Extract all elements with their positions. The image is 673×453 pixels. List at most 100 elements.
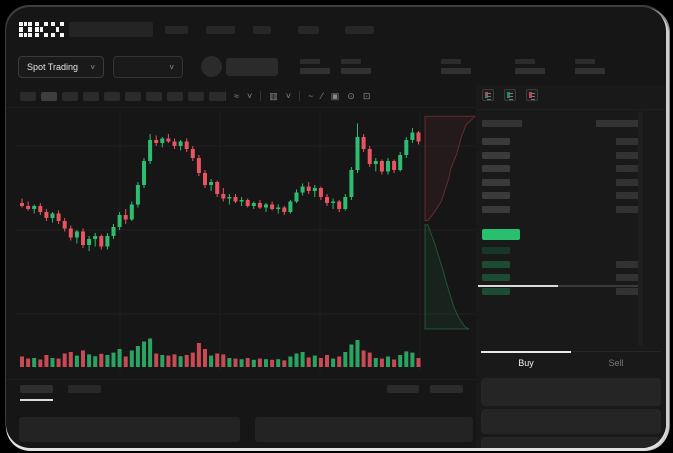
amount-bar	[596, 120, 640, 127]
amount-bar	[616, 165, 640, 172]
logo-letter-x	[51, 22, 64, 37]
logo-letter-k	[35, 22, 48, 37]
search-bar-placeholder[interactable]	[69, 22, 153, 37]
price-bar	[482, 287, 510, 295]
candlestick-chart[interactable]	[16, 107, 478, 379]
last-price-highlight	[482, 229, 520, 240]
pair-dropdown[interactable]: ˅	[113, 56, 183, 78]
okx-logo	[19, 22, 65, 37]
buy-ratio-segment	[478, 285, 558, 287]
timeframe-button[interactable]	[20, 92, 36, 101]
price-bar	[482, 178, 510, 186]
amount-bar	[616, 151, 640, 159]
price-bar	[482, 165, 510, 172]
order-history-panel	[255, 417, 473, 442]
book-combined-icon[interactable]	[482, 89, 494, 101]
total-input[interactable]	[481, 437, 661, 448]
orderbook-row[interactable]	[482, 151, 640, 160]
amount-bar	[616, 260, 640, 268]
amount-input[interactable]	[481, 409, 661, 434]
spot-trading-dropdown[interactable]: Spot Trading ˅	[18, 56, 104, 78]
bottom-tab-active[interactable]	[20, 385, 53, 393]
divider	[476, 109, 666, 110]
orderbook-row[interactable]	[482, 247, 640, 255]
bottom-tab[interactable]	[68, 385, 101, 393]
amount-bar	[616, 192, 640, 199]
chart-style-icon[interactable]: ≈	[234, 91, 239, 101]
divider	[6, 107, 476, 108]
timeframe-button[interactable]	[62, 92, 78, 101]
orderbook-row[interactable]	[482, 138, 640, 146]
orderbook-row[interactable]	[482, 260, 640, 269]
price-bar	[482, 205, 510, 213]
orderbook-row[interactable]	[482, 192, 640, 200]
timeframe-button[interactable]	[125, 92, 141, 101]
tab-sell[interactable]: Sell	[608, 358, 624, 368]
toolbar-separator	[225, 91, 226, 101]
nav-item[interactable]	[298, 26, 319, 34]
screenshot-camera-icon[interactable]: ▣	[330, 91, 340, 101]
depth-area	[424, 115, 477, 221]
timeframe-button[interactable]	[104, 92, 120, 101]
chevron-down-icon: ˅	[90, 62, 95, 72]
market-stat	[515, 59, 549, 77]
chart-settings-icon[interactable]: ⊙	[347, 91, 355, 101]
indicators-icon[interactable]: ~	[308, 91, 314, 101]
timeframe-button[interactable]	[209, 92, 225, 101]
candle-interval-icon[interactable]: ▥	[269, 91, 278, 101]
coin-avatar	[201, 56, 222, 77]
spot-trading-label: Spot Trading	[27, 62, 79, 72]
market-stat	[441, 59, 475, 77]
market-stat	[341, 59, 375, 77]
amount-bar	[616, 287, 640, 295]
amount-bar	[616, 138, 640, 145]
amount-bar	[616, 274, 640, 281]
timeframe-button[interactable]	[188, 92, 204, 101]
chevron-down-icon: ˅	[169, 62, 174, 72]
market-stat	[300, 59, 334, 77]
timeframe-button[interactable]	[41, 92, 57, 101]
tablet-device-frame: Spot Trading ˅ ˅ ≈ ˅ ▥ ˅ ~ ⁄ ▣ ⊙ ⊡	[6, 7, 666, 448]
amount-bar	[616, 178, 640, 186]
bottom-action-placeholder[interactable]	[430, 385, 463, 393]
orderbook-row[interactable]	[482, 205, 640, 214]
open-orders-panel	[19, 417, 240, 442]
orderbook-scrollbar[interactable]	[638, 111, 643, 346]
nav-item[interactable]	[165, 26, 188, 34]
toolbar-separator	[260, 91, 262, 101]
timeframe-button[interactable]	[83, 92, 99, 101]
bottom-action-placeholder[interactable]	[387, 385, 419, 393]
price-bar	[482, 260, 510, 268]
toolbar-separator	[299, 91, 300, 101]
timeframe-button[interactable]	[167, 92, 183, 101]
orderbook-row[interactable]	[482, 120, 640, 128]
timeframe-button[interactable]	[146, 92, 162, 101]
orderbook-view-switcher	[482, 89, 538, 101]
nav-item[interactable]	[206, 26, 235, 34]
fullscreen-icon[interactable]: ⊡	[362, 91, 371, 101]
tab-buy[interactable]: Buy	[481, 351, 571, 374]
amount-bar	[616, 205, 640, 213]
book-asks-only-icon[interactable]	[526, 89, 538, 101]
chevron-down-icon[interactable]: ˅	[285, 91, 291, 101]
orderbook-row[interactable]	[482, 274, 640, 282]
chevron-down-icon[interactable]: ˅	[246, 91, 253, 101]
nav-item[interactable]	[253, 26, 271, 34]
orderbook-row[interactable]	[482, 165, 640, 173]
logo-letter-o	[19, 22, 32, 37]
market-stat	[575, 59, 609, 77]
trade-tabs: Buy Sell	[481, 351, 661, 374]
price-bar	[482, 151, 510, 159]
draw-line-icon[interactable]: ⁄	[321, 91, 323, 101]
price-input[interactable]	[481, 378, 661, 406]
orderbook-row[interactable]	[482, 178, 640, 187]
orderbook-trade-panel: Buy Sell	[476, 85, 666, 448]
orderbook-row[interactable]	[482, 287, 640, 296]
buy-sell-ratio-bar	[478, 285, 638, 287]
pair-name-placeholder	[226, 58, 278, 76]
timeframe-buttons	[20, 91, 225, 103]
price-bar	[482, 192, 510, 199]
active-tab-underline	[20, 399, 53, 401]
nav-item[interactable]	[345, 26, 374, 34]
book-bids-only-icon[interactable]	[504, 89, 516, 101]
